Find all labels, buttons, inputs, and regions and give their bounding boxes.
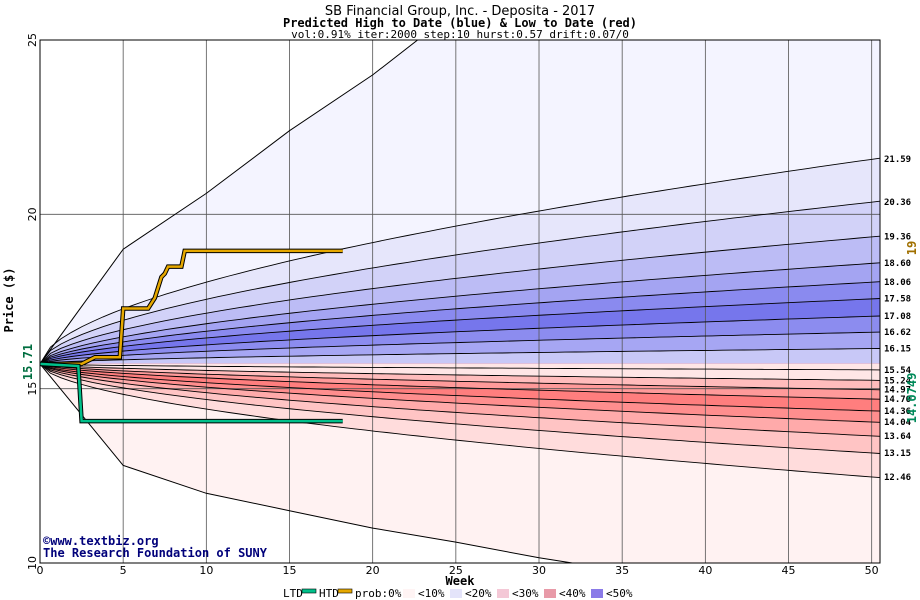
below-outer-low <box>40 363 573 563</box>
end-label-19-36: 19.36 <box>884 233 911 243</box>
y-tick-10: 10 <box>26 556 39 570</box>
legend: LTD HTD prob:0% <10% <20% <30% <40% <50% <box>283 587 633 600</box>
x-tick-0: 0 <box>37 564 44 577</box>
chart-title: SB Financial Group, Inc. - Deposita - 20… <box>325 4 595 19</box>
legend-swatch-2 <box>497 589 509 598</box>
legend-bin-2: <20% <box>465 587 492 600</box>
y-tick-20: 20 <box>26 207 39 221</box>
legend-swatch-0 <box>403 589 415 598</box>
x-tick-15: 15 <box>283 564 297 577</box>
x-tick-5: 5 <box>120 564 127 577</box>
x-tick-20: 20 <box>366 564 380 577</box>
legend-ltd-swatch <box>301 588 317 594</box>
htd-ltd-series <box>39 248 343 424</box>
legend-bin-1: <10% <box>418 587 445 600</box>
legend-bin-4: <40% <box>559 587 586 600</box>
chart-subtitle: Predicted High to Date (blue) & Low to D… <box>283 16 637 30</box>
x-tick-10: 10 <box>199 564 213 577</box>
end-label-13-64: 13.64 <box>884 432 912 442</box>
band-line-11 <box>40 363 880 454</box>
end-label-18-6: 18.60 <box>884 259 911 269</box>
legend-swatch-3 <box>544 589 556 598</box>
band-line-8 <box>40 348 880 365</box>
band-line-14 <box>40 363 880 412</box>
legend-bin-3: <30% <box>512 587 539 600</box>
legend-ltd-label: LTD <box>283 587 303 600</box>
band-boundary-lines <box>40 40 880 563</box>
band-line-2 <box>40 235 880 365</box>
ltd-line <box>39 362 343 423</box>
x-tick-50: 50 <box>865 564 879 577</box>
current-price-label: 15.71 <box>21 344 35 380</box>
band-line-5 <box>40 298 880 365</box>
x-tick-25: 25 <box>449 564 463 577</box>
probability-bands <box>40 40 880 563</box>
end-label-21-59: 21.59 <box>884 155 911 165</box>
legend-prob-label: prob:0% <box>355 587 402 600</box>
band-line-6 <box>40 315 880 365</box>
end-label-15-24: 15.24 <box>884 376 912 386</box>
end-label-14-97: 14.97 <box>884 386 911 396</box>
end-label-17-58: 17.58 <box>884 295 911 305</box>
band-line-1 <box>40 200 880 365</box>
legend-htd-swatch <box>337 588 353 594</box>
x-tick-40: 40 <box>698 564 712 577</box>
end-label-16-15: 16.15 <box>884 345 911 355</box>
plot-frame <box>39 39 881 564</box>
x-tick-45: 45 <box>782 564 796 577</box>
outer-high-line <box>40 40 418 365</box>
htd-line <box>40 249 343 366</box>
band-line-16 <box>40 363 880 391</box>
end-label-13-15: 13.15 <box>884 449 911 459</box>
x-tick-35: 35 <box>615 564 629 577</box>
band-line-10 <box>40 363 880 479</box>
axis-ticks: 0 5 10 15 20 25 30 35 40 45 50 10 15 20 25 <box>26 33 879 577</box>
end-label-15-54: 15.54 <box>884 366 912 376</box>
legend-swatch-4 <box>591 589 603 598</box>
legend-swatch-1 <box>450 589 462 598</box>
end-label-16-62: 16.62 <box>884 328 911 338</box>
end-label-18-06: 18.06 <box>884 278 911 288</box>
end-label-14-7: 14.70 <box>884 395 911 405</box>
band-line-0 <box>40 157 880 365</box>
band-end-labels: 21.59 20.36 19.36 18.60 18.06 17.58 17.08 16.62… <box>884 155 912 483</box>
end-label-14-36: 14.36 <box>884 407 911 417</box>
end-label-20-36: 20.36 <box>884 198 911 208</box>
band-line-17 <box>40 363 880 381</box>
legend-bin-5: <50% <box>606 587 633 600</box>
band-line-13 <box>40 363 880 423</box>
legend-htd-label: HTD <box>319 587 339 600</box>
lower-band-7 <box>40 363 880 381</box>
credit-organization: The Research Foundation of SUNY <box>43 546 268 560</box>
end-label-14-04: 14.04 <box>884 418 912 428</box>
y-tick-15: 15 <box>26 382 39 396</box>
x-tick-30: 30 <box>532 564 546 577</box>
band-line-9 <box>40 363 880 371</box>
y-tick-25: 25 <box>26 33 39 47</box>
band-line-3 <box>40 262 880 365</box>
simulation-params: vol:0.91% iter:2000 step:10 hurst:0.57 d… <box>291 28 629 41</box>
y-axis-label: Price ($) <box>2 267 16 332</box>
end-label-17-08: 17.08 <box>884 312 911 322</box>
outer-low-line <box>40 363 573 563</box>
credit-website: ©www.textbiz.org <box>43 534 159 548</box>
x-axis-label: Week <box>446 574 476 588</box>
band-line-7 <box>40 331 880 365</box>
right-low-label: 14.0749 <box>905 373 919 424</box>
end-label-12-46: 12.46 <box>884 473 911 483</box>
upper-band-8 <box>40 348 880 364</box>
right-high-label: 19 <box>905 241 919 255</box>
above-outer-high <box>40 40 418 364</box>
band-line-4 <box>40 281 880 365</box>
band-line-12 <box>40 363 880 437</box>
band-line-15 <box>40 363 880 400</box>
